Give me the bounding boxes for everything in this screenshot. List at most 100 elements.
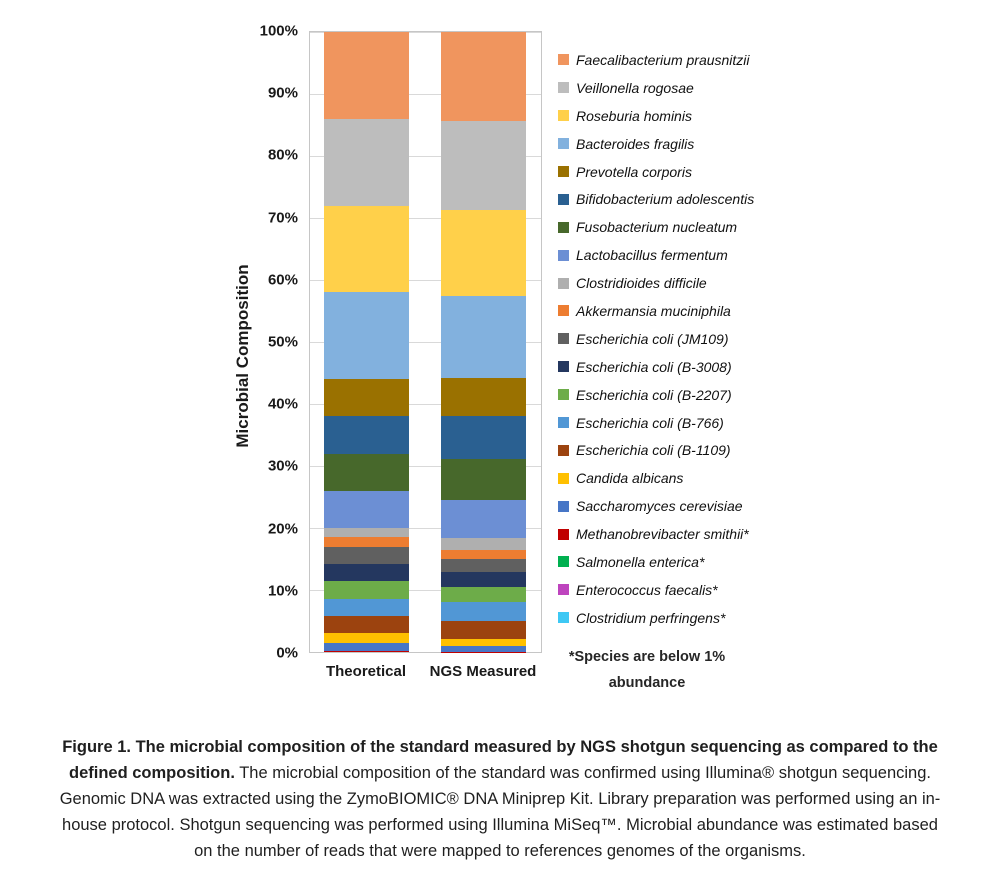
legend-item-label: Candida albicans	[576, 470, 684, 487]
legend-item-label: Escherichia coli (JM109)	[576, 330, 729, 347]
legend-item-label: Roseburia hominis	[576, 107, 692, 124]
legend-swatch-icon	[558, 528, 569, 540]
legend-item: Bifidobacterium adolescentis	[558, 185, 858, 213]
legend-swatch-icon	[558, 500, 569, 512]
y-tick-label: 90%	[267, 84, 298, 102]
stacked-bar-chart: Microbial Composition 0% 10% 20% 30% 40% 50% 6…	[0, 23, 858, 691]
bar-segment	[441, 210, 526, 296]
legend-item-label: Clostridioides difficile	[576, 275, 707, 292]
legend-item-label: Lactobacillus fermentum	[576, 247, 728, 264]
legend-swatch-icon	[558, 138, 569, 150]
gridline	[310, 280, 541, 281]
bar-segment	[324, 651, 409, 652]
legend-swatch-icon	[558, 110, 569, 122]
legend-item-label: Veillonella rogosae	[576, 79, 694, 96]
bar-segment	[441, 586, 526, 603]
legend-swatch-icon	[558, 277, 569, 289]
legend-item: Clostridium perfringens*	[558, 604, 858, 632]
y-tick-label: 10%	[267, 582, 298, 600]
legend-item-label: Clostridium perfringens*	[576, 609, 726, 626]
legend-swatch-icon	[558, 417, 569, 429]
bar-segment	[441, 602, 526, 622]
figure-caption: Figure 1. The microbial composition of t…	[57, 734, 943, 864]
gridline	[310, 218, 541, 219]
gridline	[310, 528, 541, 529]
legend-item-label: Escherichia coli (B-2207)	[576, 386, 732, 403]
gridline	[310, 342, 541, 343]
bar-segment	[441, 571, 526, 587]
legend-swatch-icon	[558, 333, 569, 345]
bar-segment	[324, 642, 409, 652]
x-category-label: Theoretical	[325, 663, 407, 680]
legend-item: Faecalibacterium prausnitzii	[558, 46, 858, 74]
gridline	[310, 32, 541, 33]
legend-item-label: Bifidobacterium adolescentis	[576, 191, 755, 208]
bar-segment	[324, 581, 409, 599]
legend-item: Akkermansia muciniphila	[558, 297, 858, 325]
gridline	[310, 466, 541, 467]
y-tick-label: 20%	[267, 520, 298, 538]
bar-segment	[324, 379, 409, 417]
legend-swatch-icon	[558, 361, 569, 373]
legend-swatch-icon	[558, 249, 569, 261]
bar-segment	[441, 559, 526, 572]
bar-segment	[324, 537, 409, 547]
legend-item-label: Saccharomyces cerevisiae	[576, 498, 743, 515]
bar-segment	[324, 416, 409, 454]
gridline	[310, 404, 541, 405]
bar-segment	[441, 646, 526, 652]
y-tick-label: 100%	[259, 22, 298, 40]
y-tick-label: 60%	[267, 271, 298, 289]
legend-item: Escherichia coli (B-3008)	[558, 353, 858, 381]
bar-segment	[324, 598, 409, 616]
legend-item: Escherichia coli (B-2207)	[558, 381, 858, 409]
y-tick-label: 40%	[267, 395, 298, 413]
legend-item: Enterococcus faecalis*	[558, 576, 858, 604]
bar-segment	[324, 546, 409, 564]
legend-swatch-icon	[558, 584, 569, 596]
y-tick-label: 50%	[267, 333, 298, 351]
legend-footnote-line1: *Species are below 1%	[568, 648, 726, 665]
legend-item-label: Fusobacterium nucleatum	[576, 219, 738, 236]
legend-item-label: Akkermansia muciniphila	[576, 302, 731, 319]
legend-swatch-icon	[558, 193, 569, 205]
bar-segment	[324, 118, 409, 206]
bar-segment	[441, 377, 526, 416]
caption-regular-text: The microbial composition of the standar…	[59, 763, 941, 860]
gridline	[310, 156, 541, 157]
bar-segment	[441, 621, 526, 639]
legend-items: Faecalibacterium prausnitzii Veillonella …	[558, 46, 858, 632]
bar-segment	[324, 292, 409, 380]
legend-item: Salmonella enterica*	[558, 548, 858, 576]
legend-swatch-icon	[558, 221, 569, 233]
bar-segment	[441, 415, 526, 459]
legend-item: Escherichia coli (JM109)	[558, 325, 858, 353]
y-tick-label: 70%	[267, 209, 298, 227]
legend-item: Bacteroides fragilis	[558, 130, 858, 158]
legend-footnote-line2: abundance	[608, 674, 686, 691]
legend-item-label: Salmonella enterica*	[576, 553, 705, 570]
plot-area	[309, 31, 542, 653]
bar-segment	[324, 616, 409, 634]
legend-swatch-icon	[558, 166, 569, 177]
legend-item-label: Faecalibacterium prausnitzii	[576, 51, 750, 68]
legend-swatch-icon	[558, 389, 569, 401]
bar-segment	[324, 453, 409, 491]
legend-item-label: Escherichia coli (B-1109)	[576, 442, 731, 459]
bar-segment	[441, 32, 526, 121]
legend-item-label: Prevotella corporis	[576, 163, 692, 180]
legend-item-label: Escherichia coli (B-766)	[576, 414, 724, 431]
legend-item-label: Escherichia coli (B-3008)	[576, 358, 732, 375]
y-tick-label: 80%	[267, 146, 298, 164]
caption-bold-text: Figure 1. The microbial composition of t…	[62, 737, 938, 782]
legend-item-label: Methanobrevibacter smithii*	[576, 526, 749, 543]
legend-swatch-icon	[558, 444, 569, 456]
y-axis-ticks: 0% 10% 20% 30% 40% 50% 60% 70% 80% 90% 100%	[0, 23, 302, 662]
bar-segment	[441, 499, 526, 539]
bar-segment	[324, 490, 409, 528]
legend-item: Roseburia hominis	[558, 102, 858, 130]
legend-item: Fusobacterium nucleatum	[558, 213, 858, 241]
legend-swatch-icon	[558, 556, 569, 568]
legend-item: Veillonella rogosae	[558, 74, 858, 102]
bar-segment	[324, 527, 409, 538]
